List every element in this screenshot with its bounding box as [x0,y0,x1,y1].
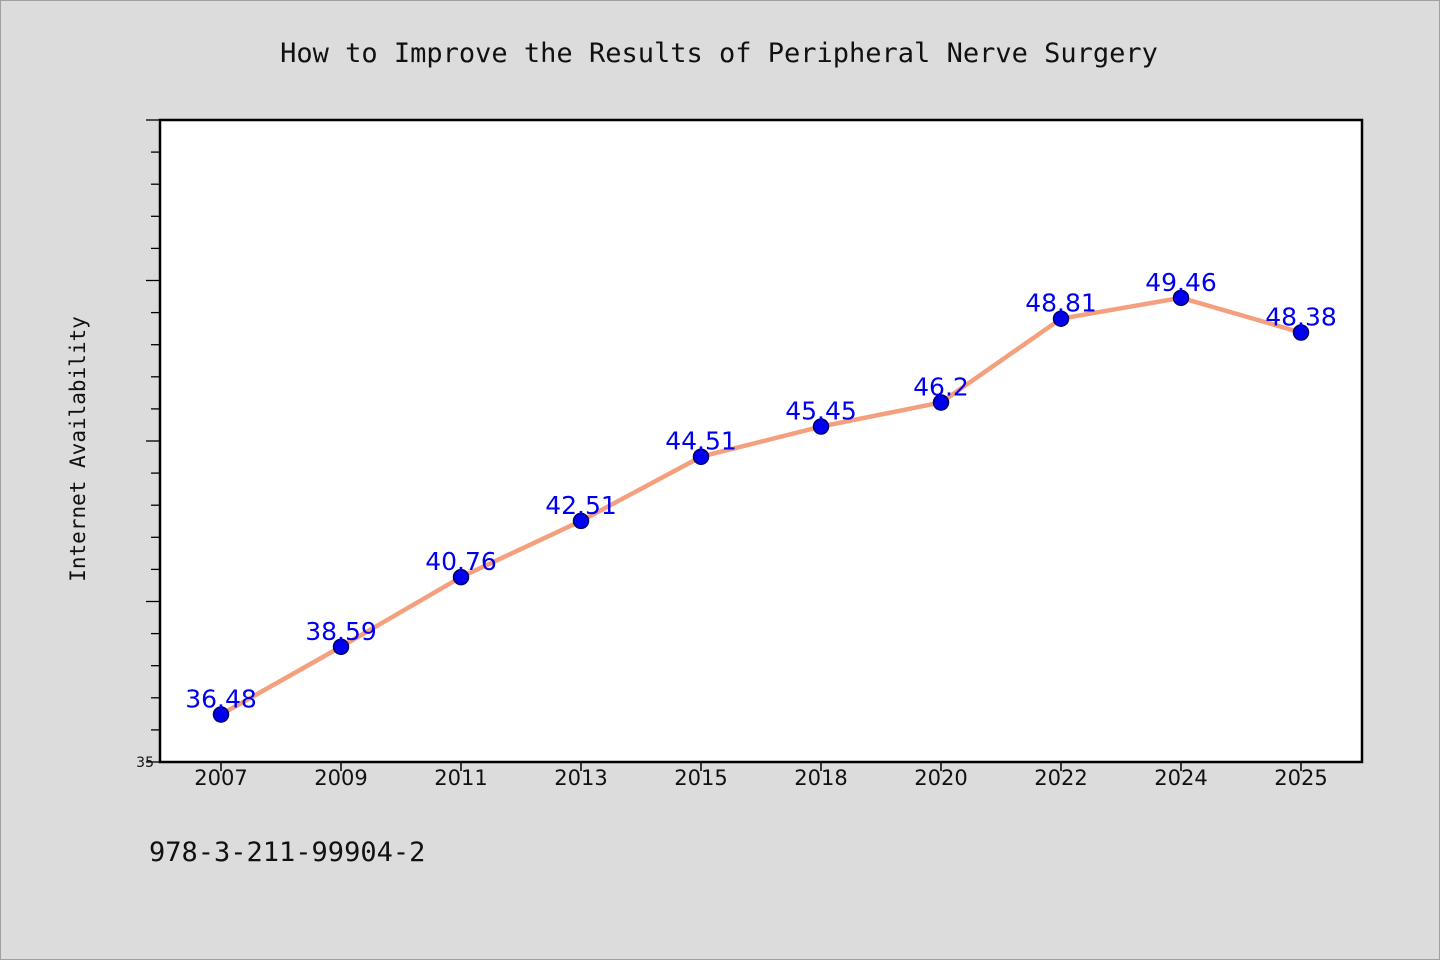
data-labels: 36.48 38.59 40.76 42.51 44.51 45.45 46.2 48.81 4… [185,268,1337,714]
x-tick-label: 2011 [434,766,487,790]
x-tick-label: 2007 [194,766,247,790]
data-series [212,289,1310,723]
data-point [1172,289,1190,307]
y-tick-label: 35 [136,755,154,771]
data-point [812,418,830,435]
y-axis-ticks: 35 [136,119,160,771]
data-point [692,448,710,465]
data-label: 48.38 [1265,303,1337,332]
data-label: 38.59 [305,617,377,646]
y-axis-label: Internet Availability [66,316,90,582]
x-tick-label: 2013 [554,766,607,790]
footer-code: 978-3-211-99904-2 [149,837,426,868]
data-point [1292,324,1310,341]
x-tick-label: 2025 [1274,766,1327,790]
data-label: 46.2 [913,372,969,401]
x-tick-label: 2022 [1034,766,1087,790]
data-label: 44.51 [665,427,737,456]
data-point [452,568,470,586]
data-label: 45.45 [785,397,857,426]
data-label: 36.48 [185,684,257,713]
data-label: 49.46 [1145,268,1217,297]
x-tick-label: 2024 [1154,766,1207,790]
data-point [1052,310,1070,327]
x-tick-label: 2018 [794,766,847,790]
data-point [932,394,950,411]
data-point [332,638,350,656]
x-tick-label: 2015 [674,766,727,790]
data-label: 40.76 [425,547,497,576]
data-point [572,512,590,530]
series-line [218,295,1304,717]
chart-title: How to Improve the Results of Peripheral… [280,38,1158,69]
x-tick-label: 2009 [314,766,367,790]
data-label: 48.81 [1025,289,1097,318]
data-point [212,706,230,723]
x-axis-ticks: 2007 2009 2011 2013 2015 2018 2020 2022 2024 2025 [194,762,1328,790]
x-tick-label: 2020 [914,766,967,790]
data-label: 42.51 [545,491,617,520]
